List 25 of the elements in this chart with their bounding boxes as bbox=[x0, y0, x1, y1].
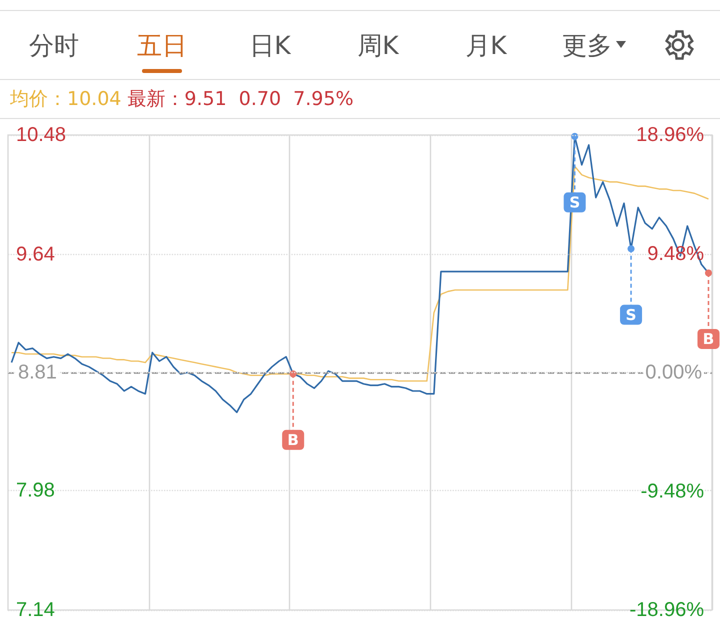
y-tick-label: 9.64 bbox=[16, 243, 55, 266]
y2-tick-label: -9.48% bbox=[640, 480, 704, 502]
text: 周K bbox=[357, 30, 399, 62]
point bbox=[290, 370, 297, 378]
text: 日K bbox=[249, 30, 291, 62]
text: 最新：9.51 0.70 7.95% bbox=[127, 87, 354, 112]
y-tick-label: 7.14 bbox=[16, 599, 55, 621]
data-label: S bbox=[626, 306, 636, 324]
point bbox=[704, 269, 712, 276]
y-tick-label: 10.48 bbox=[16, 124, 66, 146]
text: 分时 bbox=[29, 30, 79, 62]
text: 均价：10.04 bbox=[10, 87, 122, 112]
y-tick-label: 7.98 bbox=[16, 480, 55, 502]
text: 月K bbox=[465, 30, 507, 62]
y2-tick-label: 18.96% bbox=[636, 124, 704, 146]
data-label: B bbox=[702, 330, 714, 348]
text: 更多 bbox=[562, 30, 612, 62]
point bbox=[571, 132, 578, 140]
text: 五日 bbox=[137, 30, 187, 62]
data-label: B bbox=[287, 430, 299, 449]
y2-tick-label: -18.96% bbox=[630, 599, 704, 621]
point bbox=[628, 245, 635, 252]
y2-tick-label: 0.00% bbox=[645, 362, 702, 384]
y-tick-label: 8.81 bbox=[18, 362, 57, 384]
data-label: S bbox=[569, 193, 580, 212]
